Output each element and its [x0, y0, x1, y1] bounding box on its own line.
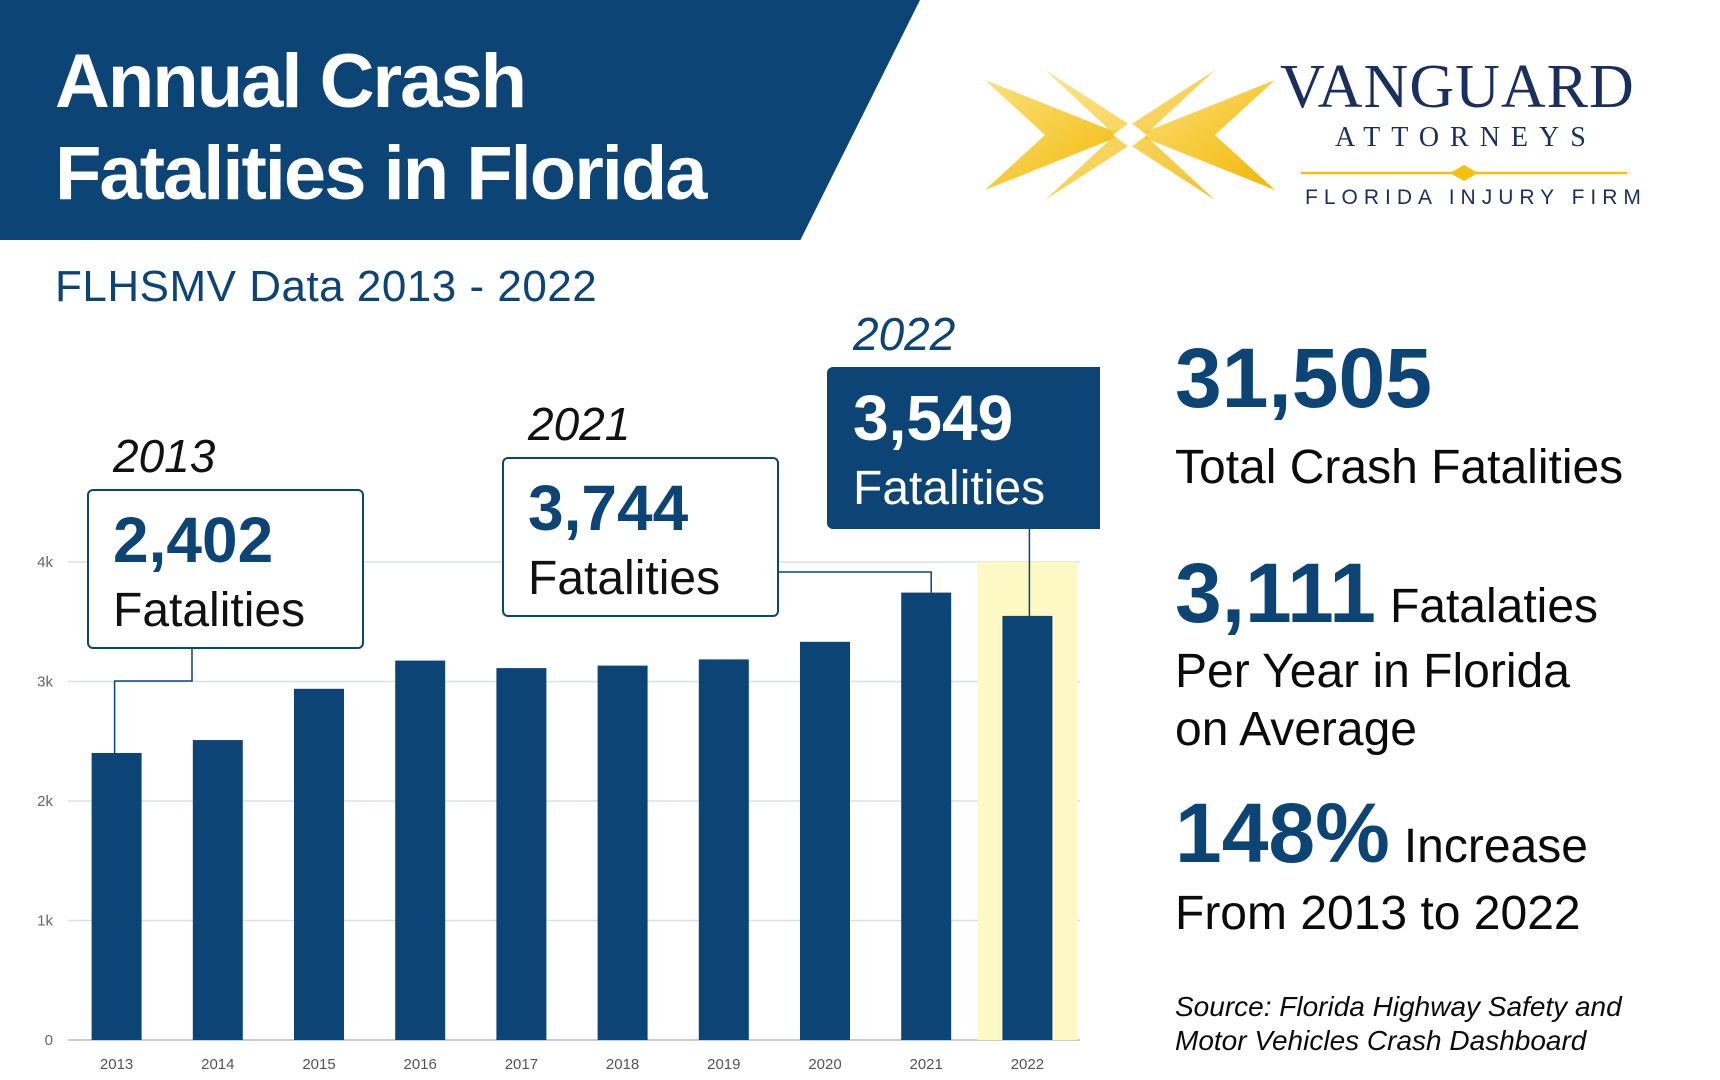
total-fatalities-value: 31,505	[1175, 331, 1432, 425]
callout-unit: Fatalities	[528, 552, 720, 605]
page-title: Annual Crash Fatalities in Florida	[55, 36, 708, 220]
average-unit: Fatalaties	[1389, 580, 1599, 633]
x-tick-label: 2013	[100, 1056, 133, 1073]
average-stat: 3,111 Fatalaties Per Year in Florida on A…	[1175, 545, 1695, 756]
x-tick-label: 2016	[404, 1056, 437, 1073]
x-tick-label: 2019	[707, 1056, 740, 1073]
title-banner	[0, 0, 920, 240]
bar-2014	[192, 740, 243, 1040]
callout-2013: 2013 2,402 Fatalities	[87, 430, 364, 753]
x-tick-label: 2014	[201, 1056, 234, 1073]
y-tick-label: 4k	[37, 554, 53, 571]
callout-year: 2013	[112, 430, 216, 482]
page-subtitle: FLHSMV Data 2013 - 2022	[55, 262, 598, 311]
x-tick-label: 2015	[302, 1056, 335, 1073]
bar-2016	[395, 660, 446, 1040]
y-tick-label: 2k	[37, 793, 53, 810]
x-tick-label: 2021	[910, 1056, 943, 1073]
bar-2022	[1002, 615, 1053, 1040]
star-burst-icon	[985, 70, 1275, 200]
bar-2018	[597, 665, 648, 1040]
callout-leader	[113, 648, 193, 753]
callout-2022: 2022 3,549 Fatalities	[827, 308, 1100, 656]
callout-year: 2022	[852, 308, 955, 360]
callout-box	[502, 457, 779, 617]
y-tick-label: 1k	[37, 913, 53, 930]
callout-unit: Fatalities	[113, 584, 305, 637]
y-tick-label: 0	[45, 1032, 53, 1049]
callout-unit: Fatalities	[853, 462, 1045, 515]
x-tick-label: 2018	[606, 1056, 639, 1073]
title-line-1: Annual Crash	[55, 39, 527, 124]
callout-2021: 2021 3,744 Fatalities	[502, 398, 932, 617]
fatalities-bar-chart: 0 1k 2k 3k 4k 2013 2014 2015 2016 2017 2018 2019 202…	[37, 308, 1100, 1073]
increase-line-2: From 2013 to 2022	[1175, 887, 1581, 940]
bar-2020	[800, 641, 850, 1040]
logo-divider	[1301, 165, 1627, 181]
x-tick-label: 2022	[1011, 1056, 1044, 1073]
average-line-2: Per Year in Florida	[1175, 645, 1570, 698]
total-fatalities-label: Total Crash Fatalities	[1175, 441, 1624, 494]
source-note: Source: Florida Highway Safety and Motor…	[1175, 990, 1622, 1058]
bar-2017	[496, 668, 547, 1040]
source-line-1: Source: Florida Highway Safety and	[1175, 991, 1622, 1022]
increase-value: 148%	[1175, 786, 1390, 880]
callout-box	[827, 367, 1100, 529]
bar-2013	[91, 752, 142, 1040]
bar-2021	[901, 592, 952, 1040]
logo-tagline: FLORIDA INJURY FIRM	[1305, 186, 1647, 209]
increase-unit: Increase	[1403, 820, 1588, 873]
y-tick-label: 3k	[37, 674, 53, 691]
average-line-3: on Average	[1175, 703, 1417, 756]
vanguard-logo: VANGUARD ATTORNEYS FLORIDA INJURY FIRM	[985, 50, 1685, 220]
logo-wordmark: VANGUARD	[1280, 53, 1635, 121]
callout-leader	[778, 571, 932, 593]
callout-value: 3,549	[853, 382, 1013, 454]
source-line-2: Motor Vehicles Crash Dashboard	[1175, 1025, 1587, 1056]
bar-2015	[294, 688, 344, 1040]
bar-2019	[698, 659, 749, 1040]
average-value: 3,111	[1175, 546, 1376, 640]
increase-stat: 148% Increase From 2013 to 2022	[1175, 785, 1695, 940]
logo-subtitle: ATTORNEYS	[1335, 122, 1597, 153]
callout-box	[87, 489, 364, 649]
callout-value: 3,744	[528, 472, 689, 544]
callout-value: 2,402	[113, 504, 273, 576]
x-tick-label: 2020	[808, 1056, 841, 1073]
title-line-2: Fatalities in Florida	[55, 131, 708, 216]
x-tick-label: 2017	[505, 1056, 538, 1073]
callout-year: 2021	[527, 398, 630, 450]
